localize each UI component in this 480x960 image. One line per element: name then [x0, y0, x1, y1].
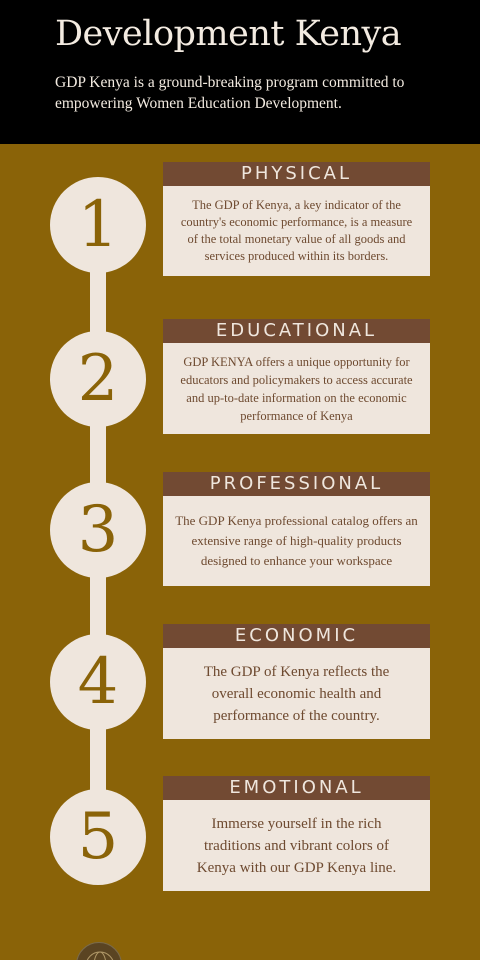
- step-5-circle: 5: [50, 789, 146, 885]
- page-subtitle: GDP Kenya is a ground-breaking program c…: [55, 74, 405, 112]
- step-3-circle: 3: [50, 482, 146, 578]
- page-title: Development Kenya: [55, 14, 402, 54]
- step-5-title: EMOTIONAL: [163, 776, 430, 800]
- globe-logo-icon: [76, 942, 122, 960]
- step-4-circle: 4: [50, 634, 146, 730]
- step-2-number: 2: [77, 342, 119, 416]
- step-3-text: The GDP Kenya professional catalog offer…: [163, 496, 430, 586]
- step-4-number: 4: [77, 645, 119, 719]
- step-2-circle: 2: [50, 331, 146, 427]
- step-5-text: Immerse yourself in the rich traditions …: [163, 800, 430, 891]
- step-3-title: PROFESSIONAL: [163, 472, 430, 496]
- step-1-circle: 1: [50, 177, 146, 273]
- step-2-title: EDUCATIONAL: [163, 319, 430, 343]
- header-banner: Development Kenya GDP Kenya is a ground-…: [0, 0, 480, 144]
- step-1-number: 1: [77, 188, 119, 262]
- step-1-text: The GDP of Kenya, a key indicator of the…: [163, 186, 430, 276]
- step-5-number: 5: [77, 800, 119, 874]
- step-4-text: The GDP of Kenya reflects the overall ec…: [163, 648, 430, 739]
- step-1-title: PHYSICAL: [163, 162, 430, 186]
- step-4-title: ECONOMIC: [163, 624, 430, 648]
- step-2-text: GDP KENYA offers a unique opportunity fo…: [163, 343, 430, 434]
- step-3-number: 3: [77, 493, 119, 567]
